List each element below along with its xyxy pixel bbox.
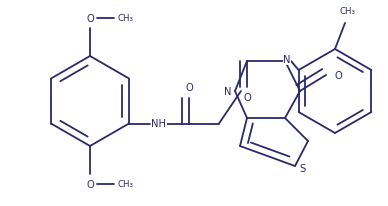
Text: CH₃: CH₃ [117,14,133,23]
Text: S: S [300,163,306,173]
Text: O: O [334,71,342,81]
Text: O: O [86,14,94,24]
Text: N: N [224,87,232,97]
Text: O: O [243,92,251,103]
Text: O: O [86,179,94,189]
Text: CH₃: CH₃ [339,7,355,16]
Text: NH: NH [151,119,166,129]
Text: O: O [185,83,193,93]
Text: CH₃: CH₃ [117,180,133,188]
Text: N: N [283,55,291,65]
